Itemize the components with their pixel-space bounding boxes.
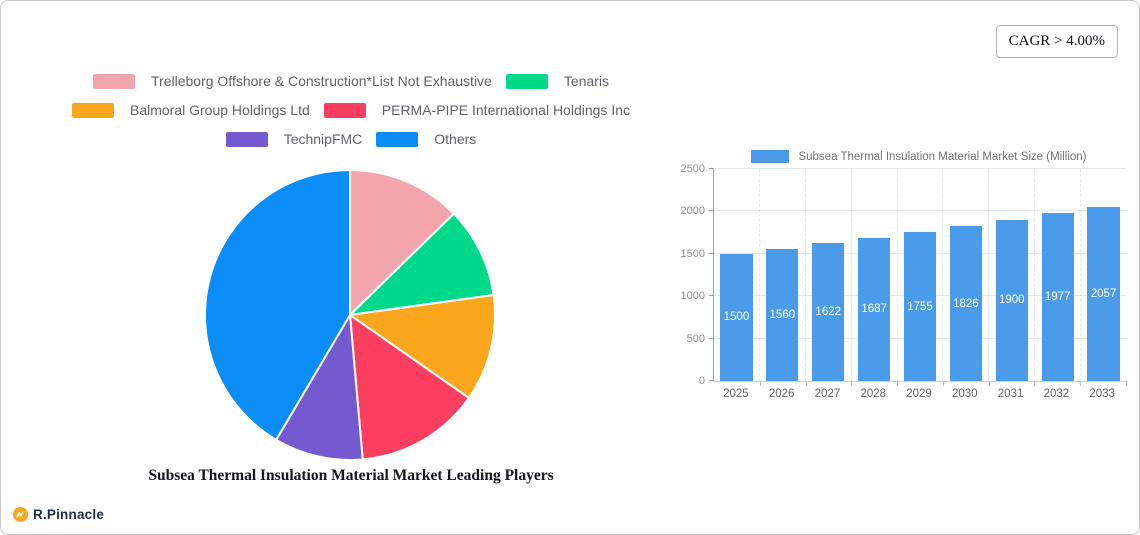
legend-item-tenaris[interactable]: Tenaris [505,72,609,90]
y-axis-tick [709,337,714,339]
bar-slot-2031: 1900 [989,169,1036,381]
x-axis-tick [805,381,807,386]
bar-2026[interactable]: 1560 [766,248,799,381]
legend-label-tenaris: Tenaris [563,73,609,89]
legend-item-others[interactable]: Others [376,130,476,148]
legend-swatch-technipfmc [225,131,268,147]
x-axis-label-2028: 2028 [860,388,887,400]
pie-slice-tenaris[interactable] [349,212,495,316]
legend-swatch-perma-pipe [323,102,366,118]
x-axis-tick [942,381,944,386]
x-axis-label-2032: 2032 [1043,388,1070,400]
bar-value-label-2030: 1826 [953,297,979,310]
bar-legend-swatch [751,150,790,163]
rpinnacle-logo-text: R.Pinnacle [33,507,105,522]
pie-slice-trelleborg[interactable] [349,169,455,316]
x-axis-label-2027: 2027 [814,388,841,400]
y-axis-label-1500: 1500 [680,247,705,260]
x-axis-label-2029: 2029 [906,388,932,400]
bar-slot-2030: 1826 [943,169,990,381]
y-axis-label-1000: 1000 [680,290,705,303]
rpinnacle-logo: R.Pinnacle [13,507,104,522]
bar-slot-2033: 2057 [1081,169,1126,381]
y-axis-tick [709,295,714,297]
x-axis-tick [897,381,899,386]
bar-chart: Subsea Thermal Insulation Material Marke… [681,141,1139,421]
legend-swatch-trelleborg [93,73,136,89]
x-axis-tick [759,381,761,386]
bar-slot-2028: 1687 [852,169,898,381]
x-axis-label-2026: 2026 [768,388,795,400]
bar-plot-area: 0 500 1000 1500 2000 2500 1500 1560 1622 1687 1755… [681,163,1127,387]
bar-2031[interactable]: 1900 [995,219,1028,381]
legend-item-balmoral[interactable]: Balmoral Group Holdings Ltd [72,101,310,119]
bar-slot-2032: 1977 [1035,169,1082,381]
x-axis-label-2025: 2025 [723,388,749,400]
bar-slot-2029: 1755 [898,169,944,381]
bar-value-label-2029: 1755 [907,300,933,313]
y-axis-label-500: 500 [686,332,705,345]
legend-swatch-others [376,131,419,147]
pie-slice-perma-pipe[interactable] [349,314,470,461]
bar-2028[interactable]: 1687 [857,237,891,381]
x-axis-tick [1126,381,1127,386]
rpinnacle-monogram-icon [13,507,28,522]
x-axis-label-2030: 2030 [952,388,978,400]
bar-value-label-2032: 1977 [1044,291,1071,304]
x-axis-tick [1034,381,1036,386]
legend-swatch-tenaris [505,73,548,89]
pie-chart [204,169,497,461]
bar-slot-2026: 1560 [760,169,806,381]
y-axis-tick [709,168,714,169]
x-axis-tick [988,381,990,386]
legend-label-trelleborg: Trelleborg Offshore & Construction*List … [151,73,492,89]
y-axis-tick [709,380,714,381]
bar-slot-2025: 1500 [714,169,760,381]
legend-item-perma-pipe[interactable]: PERMA-PIPE International Holdings Inc [323,101,630,119]
bar-slot-2027: 1622 [806,169,852,381]
y-axis-tick [709,252,714,254]
legend-swatch-balmoral [72,102,114,118]
bar-2033[interactable]: 2057 [1087,206,1120,381]
legend-item-trelleborg[interactable]: Trelleborg Offshore & Construction*List … [93,72,492,90]
bar-2032[interactable]: 1977 [1041,213,1074,381]
y-axis-label-2000: 2000 [680,205,705,218]
bar-value-label-2028: 1687 [861,303,887,316]
legend-label-balmoral: Balmoral Group Holdings Ltd [130,102,310,118]
y-axis-label-0: 0 [698,375,705,387]
gridline-2500 [714,168,1126,169]
bar-value-label-2026: 1560 [769,308,796,321]
legend-label-technipfmc: TechnipFMC [283,131,363,147]
pie-slice-balmoral[interactable] [349,294,497,399]
legend-label-others: Others [434,131,477,147]
bar-2030[interactable]: 1826 [949,226,983,381]
x-axis-label-2033: 2033 [1089,388,1115,400]
bar-value-label-2033: 2057 [1090,287,1117,300]
legend-item-technipfmc[interactable]: TechnipFMC [225,130,363,148]
pie-legend: Trelleborg Offshore & Construction*List … [1,72,701,148]
y-axis-label-2500: 2500 [680,163,705,175]
x-axis-tick [1080,381,1082,386]
bar-2025[interactable]: 1500 [720,253,753,381]
x-axis-tick [851,381,853,386]
x-axis-labels: 2025 2026 2027 2028 2029 2030 2031 2032 2033 [713,388,1125,400]
bar-value-label-2025: 1500 [723,311,750,324]
bar-legend-label: Subsea Thermal Insulation Material Marke… [798,150,1087,163]
gridline-2000 [714,210,1126,212]
pie-slice-others[interactable] [204,169,351,441]
bar-2027[interactable]: 1622 [812,243,845,381]
bar-chart-legend[interactable]: Subsea Thermal Insulation Material Marke… [713,150,1125,163]
bar-value-label-2027: 1622 [815,306,842,319]
y-axis-tick [709,210,714,212]
x-axis-label-2031: 2031 [997,388,1024,400]
bar-2029[interactable]: 1755 [903,232,937,381]
legend-label-perma-pipe: PERMA-PIPE International Holdings Inc [381,102,630,118]
pie-chart-title: Subsea Thermal Insulation Material Marke… [148,467,554,484]
bar-value-label-2031: 1900 [998,294,1025,307]
cagr-badge: CAGR > 4.00% [995,25,1118,58]
pie-slice-technipfmc[interactable] [275,314,364,461]
bar-slots: 1500 1560 1622 1687 1755 1826 1900 1977 2057 [714,169,1126,381]
